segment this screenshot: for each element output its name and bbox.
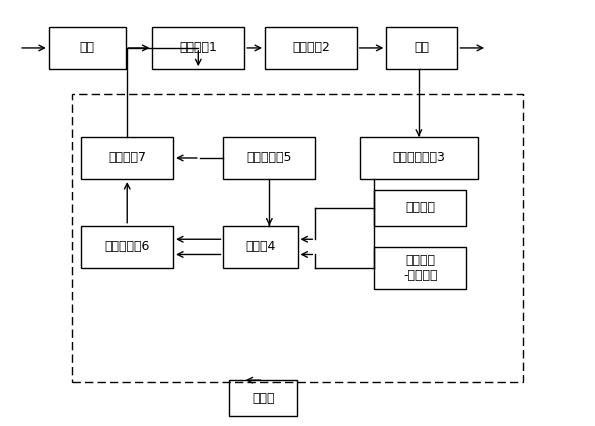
Bar xyxy=(374,190,466,226)
Bar xyxy=(152,27,244,69)
Bar xyxy=(265,27,357,69)
Bar xyxy=(82,226,173,268)
Text: 基准电压: 基准电压 xyxy=(405,201,436,214)
Bar xyxy=(49,27,126,69)
Bar xyxy=(224,226,298,268)
Text: 控制器: 控制器 xyxy=(252,391,275,405)
Text: 输出: 输出 xyxy=(414,41,430,55)
Text: 输入: 输入 xyxy=(80,41,95,55)
Text: 基准电压
-误差电压: 基准电压 -误差电压 xyxy=(403,254,438,282)
Bar xyxy=(73,95,522,382)
Text: 脉冲生成器5: 脉冲生成器5 xyxy=(246,152,292,164)
Bar xyxy=(230,380,298,416)
Text: 电压检测装置3: 电压检测装置3 xyxy=(393,152,445,164)
Text: 脉冲选择器6: 脉冲选择器6 xyxy=(105,240,150,253)
Bar xyxy=(82,137,173,179)
Text: 比较器4: 比较器4 xyxy=(245,240,275,253)
Bar xyxy=(224,137,315,179)
Bar xyxy=(374,247,466,289)
Text: 开关装置1: 开关装置1 xyxy=(179,41,217,55)
Bar xyxy=(360,137,478,179)
Text: 驱动电路7: 驱动电路7 xyxy=(108,152,146,164)
Text: 滤波装置2: 滤波装置2 xyxy=(292,41,330,55)
Bar xyxy=(386,27,458,69)
